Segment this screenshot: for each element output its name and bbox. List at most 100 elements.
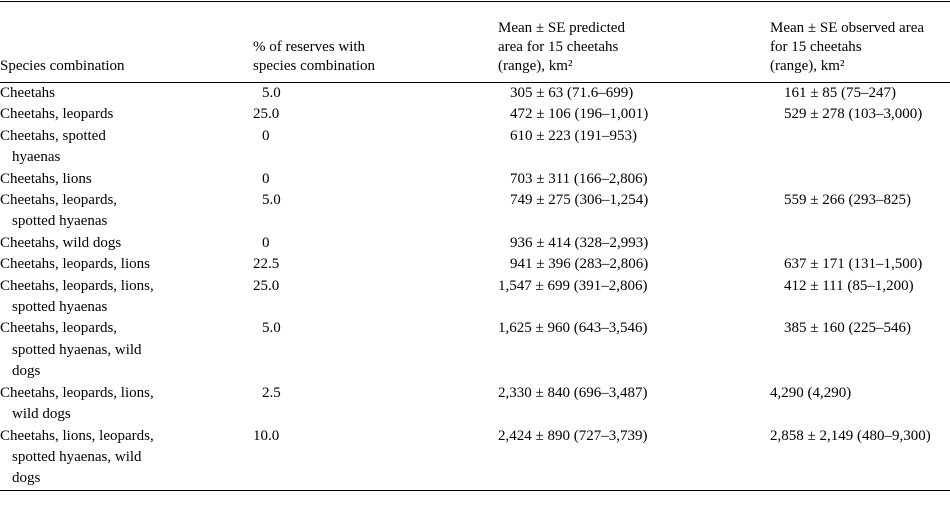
value-cell: 4,290 (4,290) [770, 384, 852, 401]
value-cell: 5.0 [262, 320, 281, 337]
table-cell: Cheetahs, leopards, lions, spotted hyaen… [0, 276, 253, 319]
table-cell: Cheetahs, spotted hyaenas [0, 126, 253, 169]
table-cell: 25.0 [253, 104, 498, 125]
value-cell: 22.5 [253, 256, 280, 273]
value-cell: 412 ± 111 (85–1,200) [784, 277, 914, 294]
table-cell: 749 ± 275 (306–1,254) [498, 190, 770, 233]
table-cell: 559 ± 266 (293–825) [770, 190, 950, 233]
value-cell: 385 ± 160 (225–546) [784, 320, 911, 337]
value-cell: 0 [262, 170, 270, 187]
value-cell: 749 ± 275 (306–1,254) [510, 192, 649, 209]
value-cell: 2,424 ± 890 (727–3,739) [498, 427, 648, 444]
header-line: for 15 cheetahs [770, 39, 862, 55]
header-cell: % of reserves with species combination [253, 1, 498, 83]
table-cell [770, 233, 950, 254]
table-cell: 22.5 [253, 254, 498, 275]
header-cell: Mean ± SE predicted area for 15 cheetahs (… [498, 1, 770, 83]
table-row: Cheetahs, leopards, spotted hyaenas 5.0 74… [0, 190, 950, 233]
table-cell: 5.0 [253, 190, 498, 233]
data-table: Species combination % of reserves with spe… [0, 1, 950, 491]
value-cell: 161 ± 85 (75–247) [784, 85, 896, 101]
species-cell: Cheetahs [0, 85, 55, 101]
table-cell: Cheetahs, leopards, lions [0, 254, 253, 275]
value-cell: 25.0 [253, 277, 280, 294]
table-cell: 5.0 [253, 83, 498, 105]
table-cell: Cheetahs, lions [0, 169, 253, 190]
table-cell [770, 126, 950, 169]
header-line: Species combination [0, 58, 125, 74]
species-cell: Cheetahs, leopards [0, 106, 114, 123]
table-cell: 4,290 (4,290) [770, 383, 950, 426]
table-cell [770, 169, 950, 190]
table-row: Cheetahs, spotted hyaenas 0 610 ± 223 (191… [0, 126, 950, 169]
species-cell: Cheetahs, leopards, lions, wild dogs [0, 384, 154, 423]
table-cell: 5.0 [253, 318, 498, 382]
header-line: % of reserves with [253, 39, 366, 55]
header-line: Mean ± SE observed area [770, 20, 925, 36]
value-cell: 703 ± 311 (166–2,806) [510, 170, 648, 187]
table-cell: 472 ± 106 (196–1,001) [498, 104, 770, 125]
value-cell: 10.0 [253, 427, 280, 444]
value-cell: 1,547 ± 699 (391–2,806) [498, 277, 648, 294]
table-row: Cheetahs, lions, leopards, spotted hyaen… [0, 426, 950, 491]
value-cell: 305 ± 63 (71.6–699) [510, 85, 634, 101]
table-row: Cheetahs, lions 0 703 ± 311 (166–2,806) [0, 169, 950, 190]
table-row: Cheetahs, leopards, lions, wild dogs 2.5 2… [0, 383, 950, 426]
table-cell: 637 ± 171 (131–1,500) [770, 254, 950, 275]
table-row: Cheetahs, wild dogs 0 936 ± 414 (328–2,993… [0, 233, 950, 254]
value-cell: 936 ± 414 (328–2,993) [510, 234, 649, 251]
table-cell: Cheetahs, leopards, lions, wild dogs [0, 383, 253, 426]
table-row: Cheetahs, leopards, spotted hyaenas, wil… [0, 318, 950, 382]
value-cell: 529 ± 278 (103–3,000) [784, 106, 923, 123]
table-body: Cheetahs 5.0 305 ± 63 (71.6–699) 161 ± 85 (… [0, 83, 950, 491]
table-cell: 305 ± 63 (71.6–699) [498, 83, 770, 105]
table-cell: 0 [253, 233, 498, 254]
table-cell: 2,330 ± 840 (696–3,487) [498, 383, 770, 426]
table-cell: 0 [253, 126, 498, 169]
species-cell: Cheetahs, leopards, lions [0, 256, 150, 273]
value-cell: 2,330 ± 840 (696–3,487) [498, 384, 648, 401]
table-cell: 941 ± 396 (283–2,806) [498, 254, 770, 275]
header-cell: Mean ± SE observed area for 15 cheetahs (r… [770, 1, 950, 83]
table-cell: 161 ± 85 (75–247) [770, 83, 950, 105]
table-cell: 936 ± 414 (328–2,993) [498, 233, 770, 254]
table-cell: Cheetahs, leopards, spotted hyaenas, wil… [0, 318, 253, 382]
value-cell: 5.0 [262, 85, 281, 101]
header-cell: Species combination [0, 1, 253, 83]
table-cell: 2,424 ± 890 (727–3,739) [498, 426, 770, 491]
species-cell: Cheetahs, wild dogs [0, 234, 122, 251]
value-cell: 1,625 ± 960 (643–3,546) [498, 320, 648, 337]
table-cell: 385 ± 160 (225–546) [770, 318, 950, 382]
table-row: Cheetahs, leopards, lions, spotted hyaen… [0, 276, 950, 319]
species-cell: Cheetahs, leopards, lions, spotted hyaen… [0, 277, 154, 316]
value-cell: 0 [262, 127, 270, 144]
value-cell: 0 [262, 234, 270, 251]
table-row: Cheetahs, leopards, lions 22.5 941 ± 396 (… [0, 254, 950, 275]
value-cell: 472 ± 106 (196–1,001) [510, 106, 649, 123]
value-cell: 2,858 ± 2,149 (480–9,300) [770, 427, 931, 444]
species-cell: Cheetahs, lions, leopards, spotted hyaen… [0, 427, 154, 487]
header-row: Species combination % of reserves with spe… [0, 1, 950, 83]
table-cell: 25.0 [253, 276, 498, 319]
species-cell: Cheetahs, lions [0, 170, 92, 187]
table-cell: 10.0 [253, 426, 498, 491]
table-cell: 1,625 ± 960 (643–3,546) [498, 318, 770, 382]
table-cell: 412 ± 111 (85–1,200) [770, 276, 950, 319]
table-cell: 703 ± 311 (166–2,806) [498, 169, 770, 190]
table-row: Cheetahs 5.0 305 ± 63 (71.6–699) 161 ± 85 (… [0, 83, 950, 105]
table-row: Cheetahs, leopards 25.0 472 ± 106 (196–1,0… [0, 104, 950, 125]
table-cell: 2.5 [253, 383, 498, 426]
table-cell: Cheetahs, leopards [0, 104, 253, 125]
header-line: Mean ± SE predicted [498, 20, 625, 36]
table-cell: Cheetahs, wild dogs [0, 233, 253, 254]
table-cell: Cheetahs [0, 83, 253, 105]
header-line: area for 15 cheetahs [498, 39, 619, 55]
value-cell: 637 ± 171 (131–1,500) [784, 256, 923, 273]
table-cell: 1,547 ± 699 (391–2,806) [498, 276, 770, 319]
table-cell: 610 ± 223 (191–953) [498, 126, 770, 169]
table-cell: 2,858 ± 2,149 (480–9,300) [770, 426, 950, 491]
value-cell: 559 ± 266 (293–825) [784, 192, 911, 209]
species-cell: Cheetahs, leopards, spotted hyaenas, wil… [0, 320, 142, 380]
header-line: species combination [253, 58, 376, 74]
value-cell: 610 ± 223 (191–953) [510, 127, 637, 144]
